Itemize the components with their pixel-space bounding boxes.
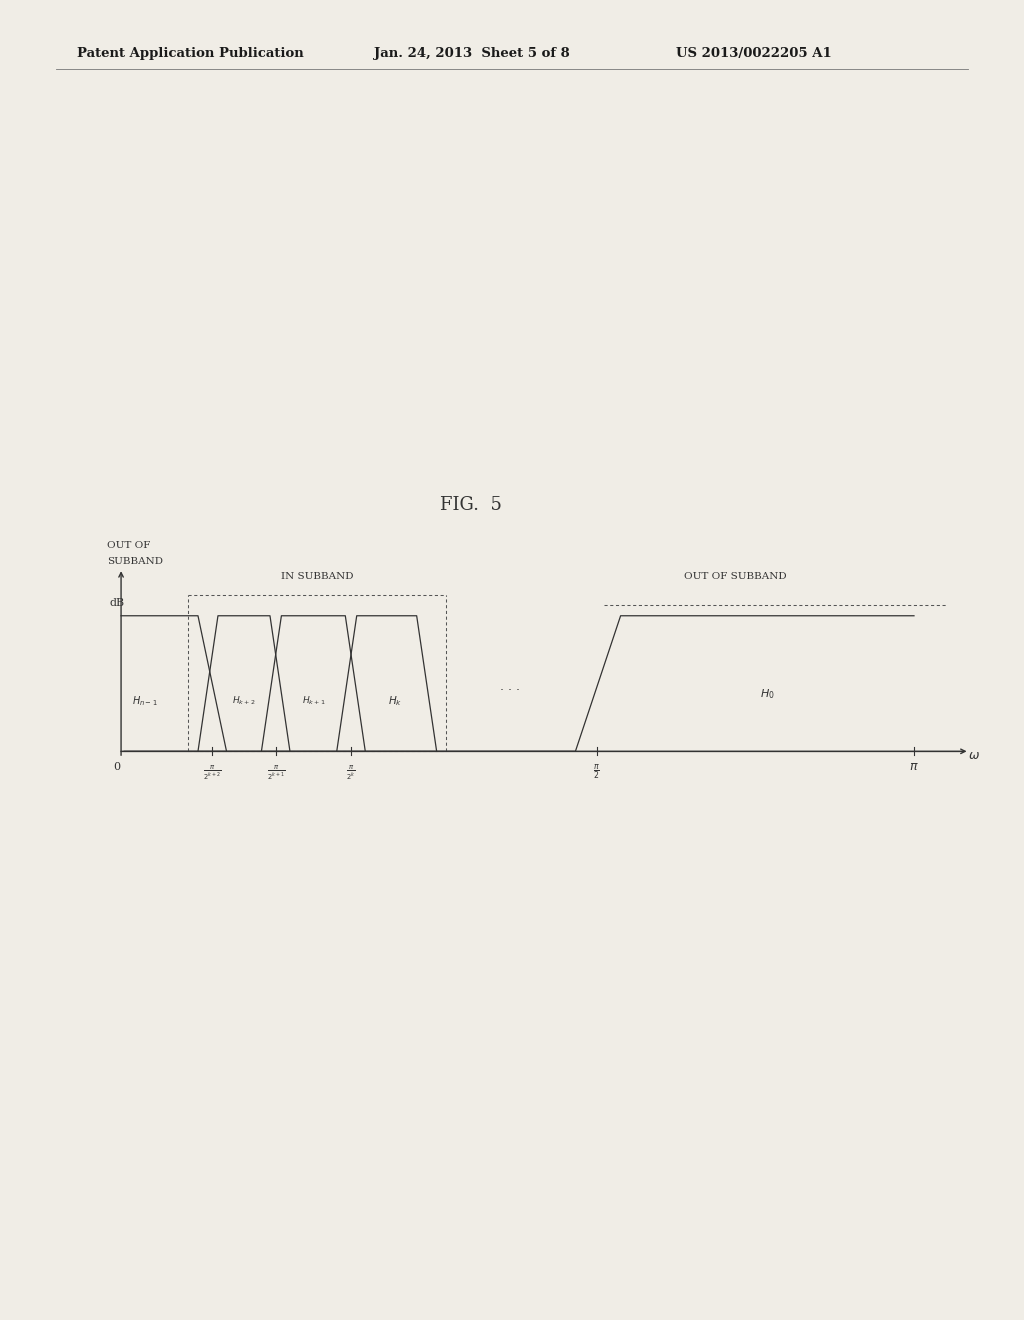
Text: $\frac{\pi}{2}$: $\frac{\pi}{2}$ (593, 763, 600, 781)
Text: Patent Application Publication: Patent Application Publication (77, 46, 303, 59)
Text: FIG.  5: FIG. 5 (440, 495, 502, 513)
Text: 0: 0 (114, 763, 121, 772)
Text: US 2013/0022205 A1: US 2013/0022205 A1 (676, 46, 831, 59)
Text: $H_{k+2}$: $H_{k+2}$ (232, 694, 256, 708)
Text: . . .: . . . (500, 680, 519, 693)
Text: Jan. 24, 2013  Sheet 5 of 8: Jan. 24, 2013 Sheet 5 of 8 (374, 46, 569, 59)
Text: $\frac{\pi}{2^k}$: $\frac{\pi}{2^k}$ (346, 763, 355, 781)
Text: dB: dB (110, 598, 125, 609)
Text: $H_k$: $H_k$ (387, 694, 401, 708)
Text: $\omega$: $\omega$ (968, 750, 979, 763)
Text: $H_{n-1}$: $H_{n-1}$ (132, 694, 158, 708)
Text: IN SUBBAND: IN SUBBAND (281, 572, 353, 581)
Text: OUT OF: OUT OF (106, 541, 151, 550)
Text: $\frac{\pi}{2^{k+1}}$: $\frac{\pi}{2^{k+1}}$ (266, 763, 285, 781)
Text: $\frac{\pi}{2^{k+2}}$: $\frac{\pi}{2^{k+2}}$ (203, 763, 221, 781)
Text: $\pi$: $\pi$ (909, 760, 919, 774)
Text: SUBBAND: SUBBAND (106, 557, 163, 566)
Text: $H_{k+1}$: $H_{k+1}$ (301, 694, 326, 708)
Text: $H_0$: $H_0$ (760, 688, 775, 701)
Text: OUT OF SUBBAND: OUT OF SUBBAND (684, 572, 786, 581)
